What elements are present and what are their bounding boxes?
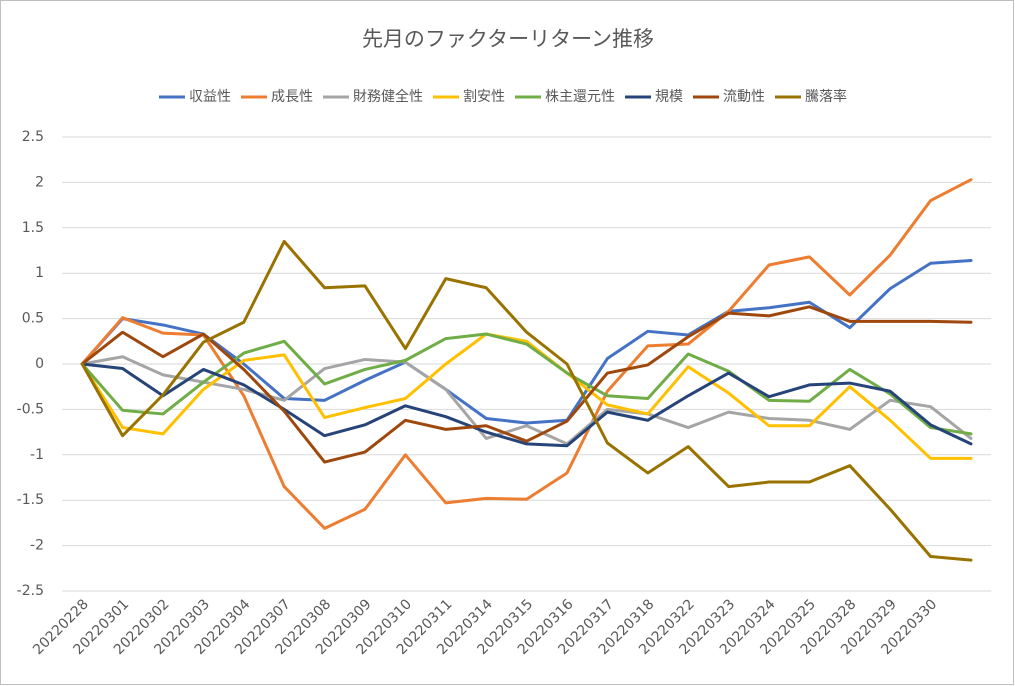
series-line — [80, 332, 973, 436]
y-tick-label: -2 — [30, 538, 44, 554]
y-tick-label: 0 — [35, 356, 44, 372]
series-line — [80, 305, 973, 464]
series-line — [80, 362, 973, 448]
legend-label: 流動性 — [723, 89, 765, 105]
legend-label: 株主還元性 — [545, 89, 615, 105]
series-line — [80, 239, 973, 562]
y-tick-label: 1.5 — [22, 220, 44, 236]
legend-label: 成長性 — [271, 89, 313, 105]
y-tick-label: 2.5 — [22, 129, 44, 145]
legend-label: 割安性 — [463, 88, 505, 105]
y-tick-label: -1 — [30, 447, 44, 463]
chart-title: 先月のファクターリターン推移 — [362, 27, 654, 51]
legend: 収益性 成長性 財務健全性 割安性 株主還元性 規模 流動性 騰落率 — [159, 88, 847, 105]
y-tick-label: 2 — [35, 174, 44, 190]
y-tick-label: -0.5 — [17, 401, 44, 417]
legend-label: 収益性 — [189, 89, 231, 105]
series-line — [80, 355, 973, 446]
y-tick-label: 0.5 — [22, 311, 44, 327]
legend-label: 規模 — [655, 89, 683, 105]
series-line — [80, 178, 973, 530]
legend-label: 財務健全性 — [353, 88, 423, 105]
series-line — [80, 332, 973, 460]
y-tick-label: 1 — [35, 265, 44, 281]
y-tick-label: -2.5 — [17, 583, 44, 599]
y-tick-label: -1.5 — [17, 492, 44, 508]
legend-label: 騰落率 — [805, 88, 847, 105]
